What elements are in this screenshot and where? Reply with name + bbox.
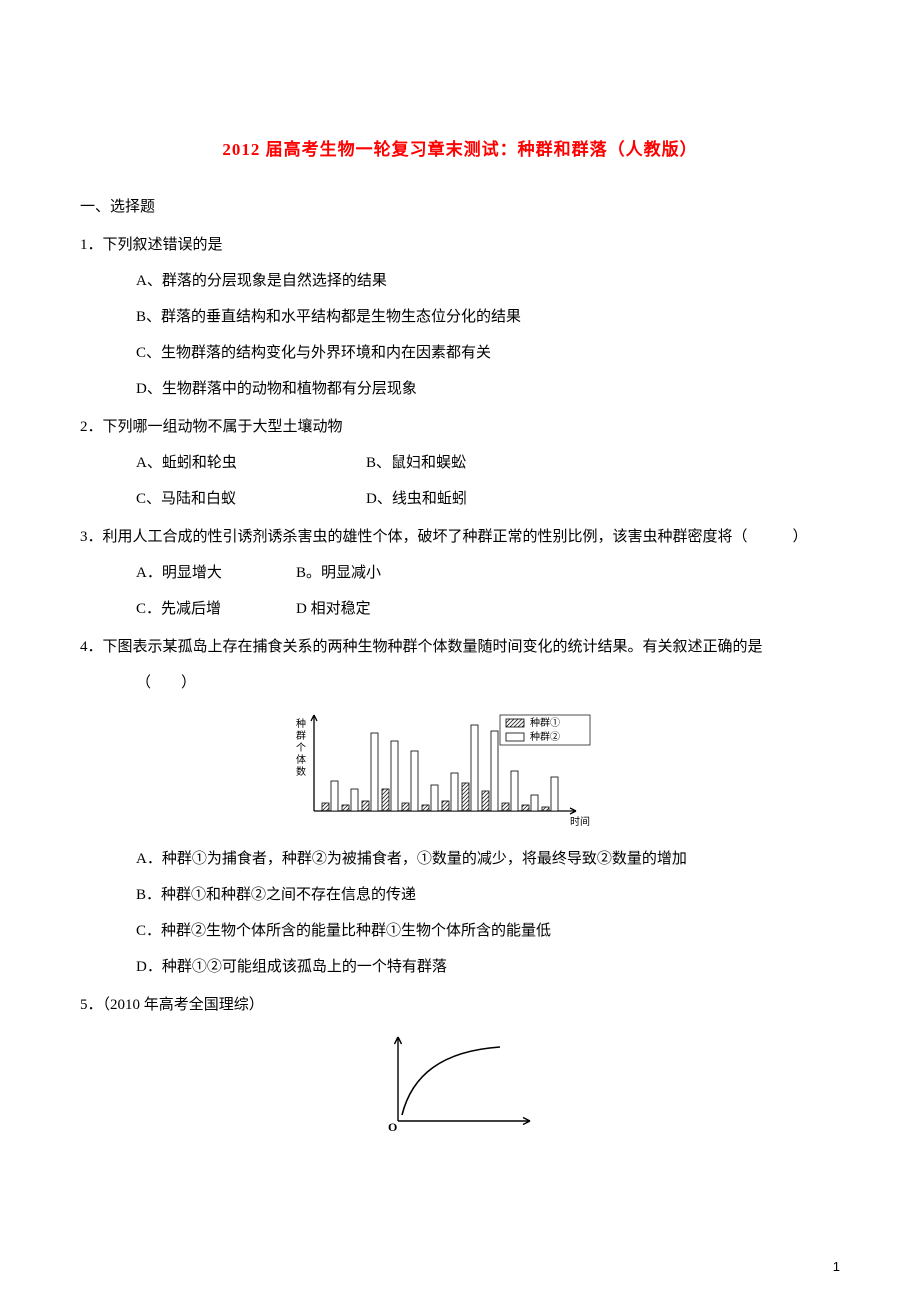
question-4: 4．下图表示某孤岛上存在捕食关系的两种生物种群个体数量随时间变化的统计结果。有关… [80, 629, 840, 985]
q2-opt-d: D、线虫和蚯蚓 [366, 481, 467, 517]
q4-options: A．种群①为捕食者，种群②为被捕食者，①数量的减少，将最终导致②数量的增加 B．… [80, 841, 840, 985]
section-heading: 一、选择题 [80, 189, 840, 225]
q1-stem: 1．下列叙述错误的是 [80, 227, 840, 263]
question-5: 5．（2010 年高考全国理综） O [80, 987, 840, 1131]
q4-opt-d: D．种群①②可能组成该孤岛上的一个特有群落 [136, 949, 840, 985]
population-bar-chart: 种群个体数 时间 种群①种群② [280, 709, 640, 829]
q4-stem: 4．下图表示某孤岛上存在捕食关系的两种生物种群个体数量随时间变化的统计结果。有关… [80, 629, 840, 665]
q1-opt-c: C、生物群落的结构变化与外界环境和内在因素都有关 [136, 335, 840, 371]
q3-opt-b: B。明显减小 [296, 555, 381, 591]
svg-text:种: 种 [296, 717, 306, 730]
svg-text:群: 群 [296, 729, 306, 742]
q3-opt-a: A．明显增大 [136, 555, 296, 591]
svg-text:个: 个 [296, 742, 306, 754]
q3-options: A．明显增大 B。明显减小 C．先减后增 D 相对稳定 [80, 555, 840, 627]
page-number: 1 [833, 1251, 840, 1282]
svg-text:时间: 时间 [570, 815, 590, 828]
saturation-curve-chart: O [380, 1031, 540, 1131]
svg-text:体: 体 [296, 754, 306, 766]
svg-text:数: 数 [296, 765, 306, 778]
q2-options: A、蚯蚓和轮虫 B、鼠妇和蜈蚣 C、马陆和白蚁 D、线虫和蚯蚓 [80, 445, 840, 517]
q3-opt-c: C．先减后增 [136, 591, 296, 627]
q4-opt-a: A．种群①为捕食者，种群②为被捕食者，①数量的减少，将最终导致②数量的增加 [136, 841, 840, 877]
q2-opt-b: B、鼠妇和蜈蚣 [366, 445, 466, 481]
question-3: 3．利用人工合成的性引诱剂诱杀害虫的雄性个体，破坏了种群正常的性别比例，该害虫种… [80, 519, 840, 627]
q5-stem: 5．（2010 年高考全国理综） [80, 987, 840, 1023]
q4-opt-b: B．种群①和种群②之间不存在信息的传递 [136, 877, 840, 913]
svg-text:种群②: 种群② [530, 730, 560, 743]
q1-opt-a: A、群落的分层现象是自然选择的结果 [136, 263, 840, 299]
q4-chart-wrap: 种群个体数 时间 种群①种群② [80, 709, 840, 829]
q3-stem: 3．利用人工合成的性引诱剂诱杀害虫的雄性个体，破坏了种群正常的性别比例，该害虫种… [80, 519, 840, 555]
question-2: 2．下列哪一组动物不属于大型土壤动物 A、蚯蚓和轮虫 B、鼠妇和蜈蚣 C、马陆和… [80, 409, 840, 517]
q3-opt-d: D 相对稳定 [296, 591, 371, 627]
q2-opt-a: A、蚯蚓和轮虫 [136, 445, 366, 481]
svg-text:种群①: 种群① [530, 716, 560, 729]
q5-chart-wrap: O [80, 1031, 840, 1131]
question-1: 1．下列叙述错误的是 A、群落的分层现象是自然选择的结果 B、群落的垂直结构和水… [80, 227, 840, 407]
q4-paren: （ ） [136, 675, 196, 691]
q4-opt-c: C．种群②生物个体所含的能量比种群①生物个体所含的能量低 [136, 913, 840, 949]
page-title: 2012 届高考生物一轮复习章末测试：种群和群落（人教版） [80, 130, 840, 171]
q1-options: A、群落的分层现象是自然选择的结果 B、群落的垂直结构和水平结构都是生物生态位分… [80, 263, 840, 407]
q2-stem: 2．下列哪一组动物不属于大型土壤动物 [80, 409, 840, 445]
q1-opt-d: D、生物群落中的动物和植物都有分层现象 [136, 371, 840, 407]
q1-opt-b: B、群落的垂直结构和水平结构都是生物生态位分化的结果 [136, 299, 840, 335]
q2-opt-c: C、马陆和白蚁 [136, 481, 366, 517]
svg-text:O: O [388, 1120, 397, 1131]
